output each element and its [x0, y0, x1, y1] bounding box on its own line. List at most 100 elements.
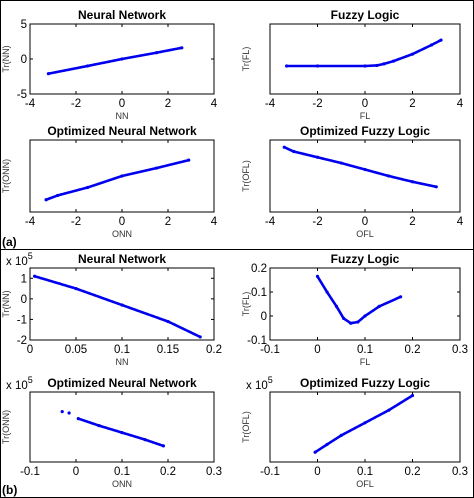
- x-axis-label: OFL: [356, 479, 374, 489]
- y-axis-label: Tr(FL): [241, 47, 251, 72]
- y-tick-label: -0.1: [247, 335, 267, 347]
- x-tick-label: -4: [25, 216, 36, 228]
- x-tick-label: 0.2: [160, 466, 176, 478]
- chart-6: Fuzzy Logic -0.1 0 0.1 0.2 0.3 -0.1 0 0.1 0.2 FL Tr…: [241, 252, 468, 367]
- y-exponent-label: x 105: [6, 251, 33, 268]
- x-tick-label: 4: [211, 98, 218, 110]
- data-point: [76, 417, 80, 421]
- x-tick-label: 0: [362, 216, 368, 228]
- data-point: [120, 303, 124, 307]
- x-tick-label: 0: [314, 344, 320, 356]
- data-point: [56, 193, 60, 198]
- y-axis-label: Tr(ONN): [1, 159, 11, 193]
- data-point: [198, 335, 202, 339]
- x-axis-label: ONN: [112, 229, 132, 239]
- x-tick-label: 0.15: [157, 344, 179, 356]
- series-line: [282, 145, 438, 189]
- y-tick-label: -1: [17, 314, 27, 326]
- x-tick-label: -2: [312, 98, 322, 110]
- data-point: [429, 43, 434, 47]
- x-tick-label: 4: [457, 216, 464, 228]
- data-point: [325, 442, 329, 447]
- y-tick-label: 1: [21, 273, 27, 285]
- data-point: [120, 431, 124, 435]
- x-tick-label: 0: [314, 466, 320, 478]
- x-tick-label: -0.1: [260, 344, 280, 356]
- chart-3: Optimized Neural Network -4 -2 0 2 4 ONN Tr(ONN…: [1, 124, 218, 239]
- x-tick-label: 2: [409, 216, 415, 228]
- data-point: [154, 166, 159, 170]
- data-point: [282, 145, 286, 149]
- y-axis-label: Tr(OFL): [241, 411, 251, 443]
- x-tick-label: 0.3: [206, 466, 222, 478]
- data-point: [292, 149, 296, 154]
- chart-8: Optimized Fuzzy Logic -0.1 0 0.1 0.2 0.3 OFL Tr…: [241, 375, 468, 489]
- series-line: [44, 158, 190, 202]
- data-point: [375, 63, 379, 68]
- data-point: [363, 314, 367, 318]
- x-tick-label: 0.05: [65, 344, 87, 356]
- chart-title: Neural Network: [78, 252, 166, 266]
- chart-title: Optimized Neural Network: [47, 376, 197, 390]
- chart-4: Optimized Fuzzy Logic -4 -2 0 2 4 OFL Tr(OFL): [241, 124, 464, 239]
- data-point: [434, 185, 438, 189]
- data-point: [382, 62, 386, 66]
- x-axis-label: NN: [116, 111, 129, 121]
- panel-label-a: (a): [2, 235, 17, 249]
- y-tick-label: 0: [261, 311, 267, 323]
- data-point: [85, 64, 90, 68]
- data-point: [342, 316, 346, 320]
- data-point: [97, 424, 101, 428]
- data-point: [339, 161, 343, 165]
- y-exponent-label: x 105: [246, 375, 273, 392]
- chart-7: Optimized Neural Network -0.1 0 0.1 0.2 0.3 ON…: [1, 375, 222, 489]
- chart-title: Fuzzy Logic: [331, 252, 400, 266]
- chart-1: Neural Network -4 -2 0 2 4 -5 0 5 NN Tr(NN): [1, 8, 218, 121]
- data-point: [74, 286, 78, 291]
- data-point: [161, 444, 165, 448]
- data-point: [313, 450, 317, 454]
- x-tick-label: -4: [25, 98, 36, 110]
- data-point: [154, 51, 159, 55]
- chart-title: Optimized Neural Network: [47, 124, 197, 138]
- data-point: [60, 410, 64, 414]
- x-tick-label: 2: [165, 216, 171, 228]
- y-axis-label: Tr(NN): [1, 290, 11, 317]
- x-axis-label: OFL: [356, 229, 374, 239]
- data-point: [166, 319, 170, 324]
- data-point: [67, 411, 71, 415]
- x-tick-label: 0.1: [357, 466, 373, 478]
- x-tick-label: 0.3: [452, 344, 468, 356]
- x-tick-label: -2: [71, 216, 81, 228]
- y-tick-label: 5: [21, 19, 27, 31]
- data-point: [143, 438, 147, 442]
- y-axis-label: Tr(OFL): [241, 160, 251, 192]
- series-line: [313, 394, 414, 454]
- x-tick-label: 0.2: [405, 344, 421, 356]
- chart-2: Fuzzy Logic -4 -2 0 2 4 FL Tr(FL): [241, 8, 464, 121]
- x-tick-label: -4: [265, 216, 276, 228]
- x-tick-label: 0.1: [357, 344, 373, 356]
- data-point: [334, 304, 339, 308]
- y-tick-label: 0.2: [251, 263, 267, 275]
- data-point: [187, 158, 191, 162]
- data-point: [339, 433, 343, 437]
- x-axis-label: FL: [360, 357, 371, 367]
- x-tick-label: -0.1: [20, 466, 40, 478]
- y-axis-label: Tr(NN): [1, 45, 11, 72]
- x-tick-label: -2: [312, 216, 322, 228]
- data-point: [387, 408, 391, 412]
- chart-title: Optimized Fuzzy Logic: [300, 124, 430, 138]
- data-point: [285, 64, 289, 68]
- data-point: [120, 57, 124, 61]
- x-tick-label: 0.2: [206, 344, 222, 356]
- x-tick-label: 0.1: [114, 344, 130, 356]
- y-axis-label: Tr(FL): [241, 292, 251, 317]
- data-point: [399, 295, 403, 299]
- data-point: [410, 393, 415, 398]
- data-point: [387, 174, 391, 178]
- x-axis-label: ONN: [112, 479, 132, 489]
- x-tick-label: 0: [119, 216, 125, 228]
- data-point: [33, 274, 37, 278]
- x-tick-label: 2: [165, 98, 171, 110]
